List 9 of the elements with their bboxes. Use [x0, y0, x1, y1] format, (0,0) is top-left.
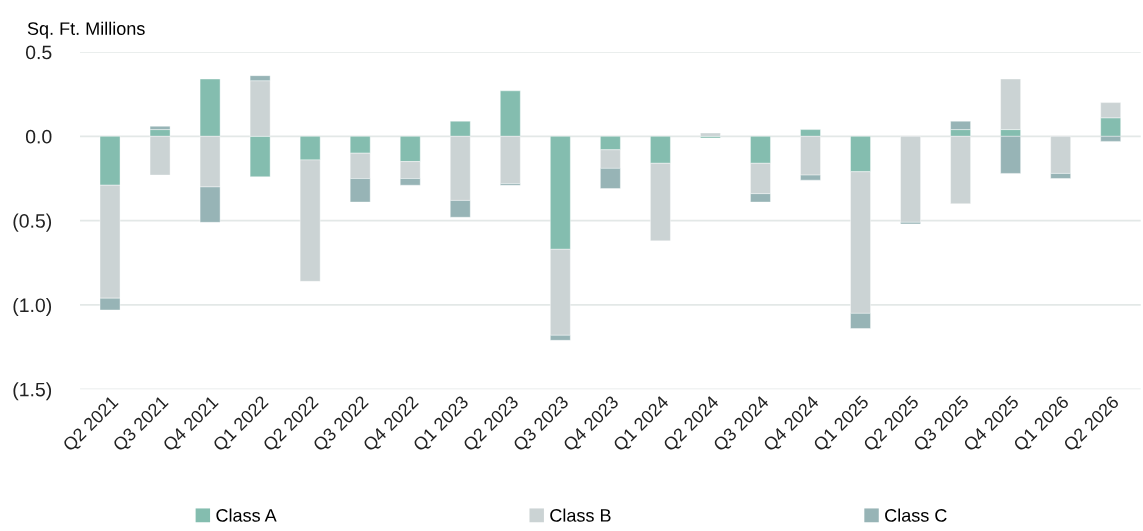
y-tick-label: 0.5: [25, 45, 52, 60]
legend-label: Class C: [885, 508, 947, 522]
y-axis-title: Sq. Ft. Millions: [27, 21, 145, 39]
y-tick-label: (0.5): [13, 213, 52, 232]
y-tick-label: (1.5): [13, 382, 52, 401]
legend-label: Class A: [216, 508, 277, 522]
legend-label: Class B: [550, 508, 611, 522]
y-tick-label: (1.0): [13, 297, 52, 316]
y-tick-label: 0.0: [25, 129, 52, 144]
